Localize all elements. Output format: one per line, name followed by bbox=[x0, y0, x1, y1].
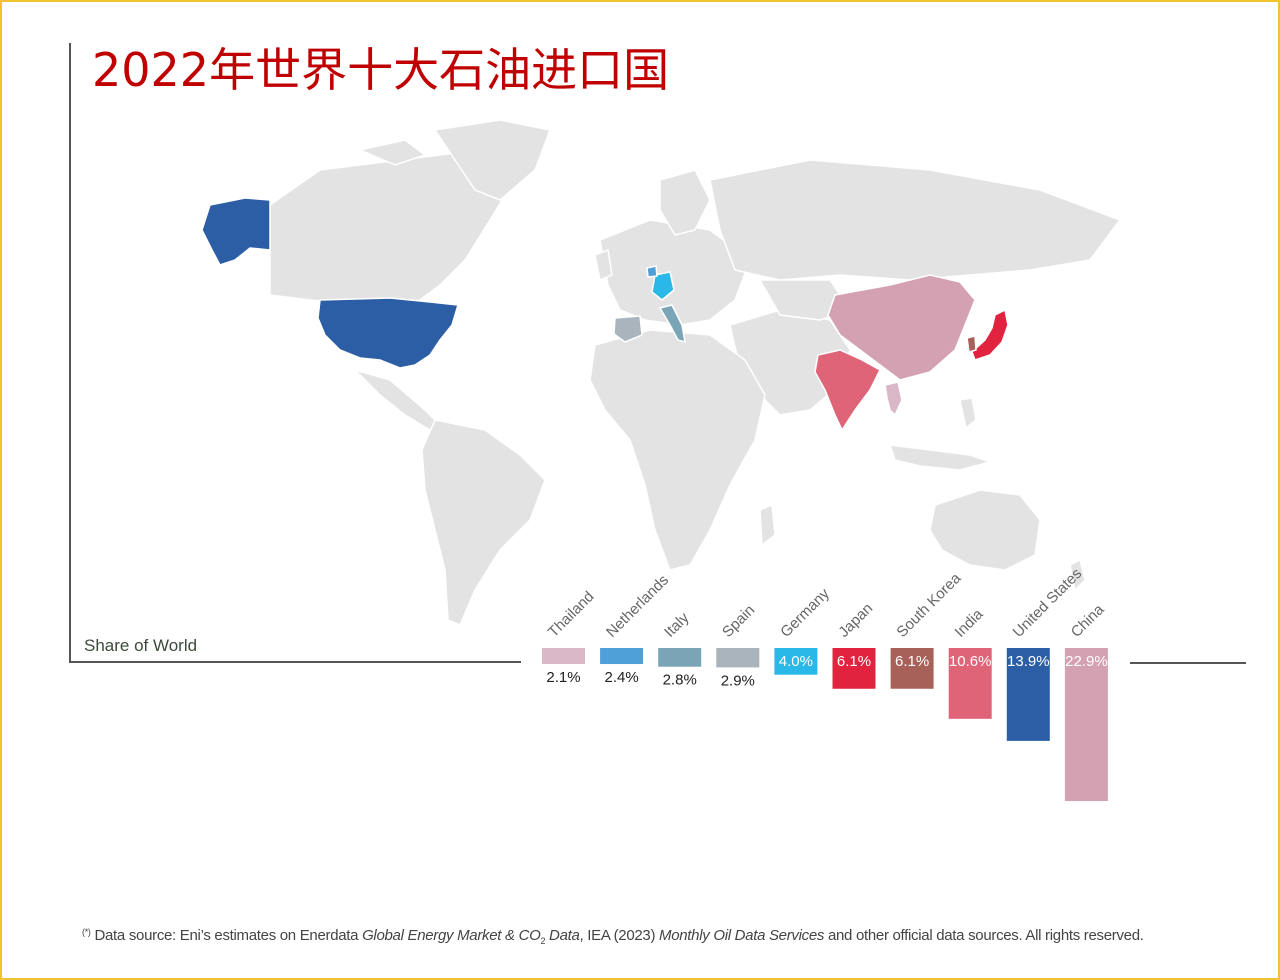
category-label-spain: Spain bbox=[719, 602, 758, 641]
map-netherlands bbox=[646, 265, 658, 278]
value-label-thailand: 2.1% bbox=[546, 669, 580, 686]
footnote-subscript: 2 bbox=[540, 936, 546, 946]
map-china bbox=[827, 274, 976, 381]
map-africa bbox=[589, 329, 766, 571]
map-madagascar bbox=[759, 503, 776, 547]
value-label-spain: 2.9% bbox=[721, 672, 755, 689]
map-south-korea bbox=[966, 335, 977, 353]
bar-germany bbox=[774, 648, 818, 675]
footnote-italic-1: Global Energy Market & CO bbox=[362, 927, 541, 944]
map-united-states bbox=[317, 297, 459, 369]
axis-line-bottom bbox=[69, 661, 521, 663]
bar-united-states bbox=[1006, 648, 1050, 741]
value-label-india: 10.6% bbox=[949, 653, 992, 670]
map-russia bbox=[709, 159, 1122, 281]
footnote-italic-2: Data bbox=[545, 927, 580, 944]
footnote-italic-3: Monthly Oil Data Services bbox=[659, 927, 825, 944]
map-japan bbox=[971, 308, 1009, 361]
bar-thailand bbox=[542, 648, 585, 664]
bar-india bbox=[948, 648, 992, 719]
bar-netherlands bbox=[600, 648, 644, 665]
map-alaska bbox=[201, 197, 271, 266]
category-label-italy: Italy bbox=[661, 609, 693, 641]
map-spain bbox=[613, 315, 643, 343]
map-philippines bbox=[959, 397, 977, 430]
category-label-india: India bbox=[952, 605, 987, 640]
map-india bbox=[814, 349, 881, 432]
value-label-italy: 2.8% bbox=[663, 672, 697, 689]
map-thailand bbox=[884, 381, 903, 417]
map-italy bbox=[658, 304, 686, 344]
value-label-netherlands: 2.4% bbox=[604, 669, 638, 686]
footnote: (*) Data source: Eni’s estimates on Ener… bbox=[82, 927, 1144, 946]
map-greenland bbox=[433, 119, 552, 201]
footnote-text-2: , IEA (2023) bbox=[579, 927, 660, 944]
value-label-china: 22.9% bbox=[1065, 653, 1108, 670]
category-label-japan: Japan bbox=[835, 600, 876, 641]
map-scandinavia bbox=[659, 169, 711, 236]
map-germany bbox=[651, 271, 675, 301]
value-label-germany: 4.0% bbox=[779, 653, 813, 670]
map-new-zealand bbox=[1069, 558, 1086, 592]
value-label-united-states: 13.9% bbox=[1007, 653, 1050, 670]
page-title: 2022年世界十大石油进口国 bbox=[92, 43, 670, 97]
category-label-germany: Germany bbox=[777, 585, 833, 641]
bar-spain bbox=[716, 648, 760, 668]
bar-japan bbox=[832, 648, 876, 689]
bar-south-korea bbox=[890, 648, 934, 689]
footnote-marker: (*) bbox=[82, 927, 91, 937]
map-indonesia bbox=[888, 444, 993, 471]
footnote-text-1: Data source: Eni’s estimates on Enerdata bbox=[94, 927, 363, 944]
map-australia bbox=[929, 489, 1041, 571]
map-uk bbox=[594, 248, 613, 282]
axis-line-right bbox=[1130, 662, 1246, 664]
world-map bbox=[201, 119, 1122, 626]
footnote-text-3: and other official data sources. All rig… bbox=[824, 927, 1144, 944]
category-label-thailand: Thailand bbox=[545, 588, 598, 641]
category-label-china: China bbox=[1068, 601, 1108, 641]
axis-line-left bbox=[69, 43, 71, 663]
map-arctic-islands bbox=[357, 139, 427, 166]
value-label-japan: 6.1% bbox=[837, 653, 871, 670]
map-south-america bbox=[421, 419, 546, 626]
share-of-world-label: Share of World bbox=[84, 636, 198, 655]
bar-italy bbox=[658, 648, 702, 667]
bar-china bbox=[1064, 648, 1108, 801]
value-label-south-korea: 6.1% bbox=[895, 653, 929, 670]
